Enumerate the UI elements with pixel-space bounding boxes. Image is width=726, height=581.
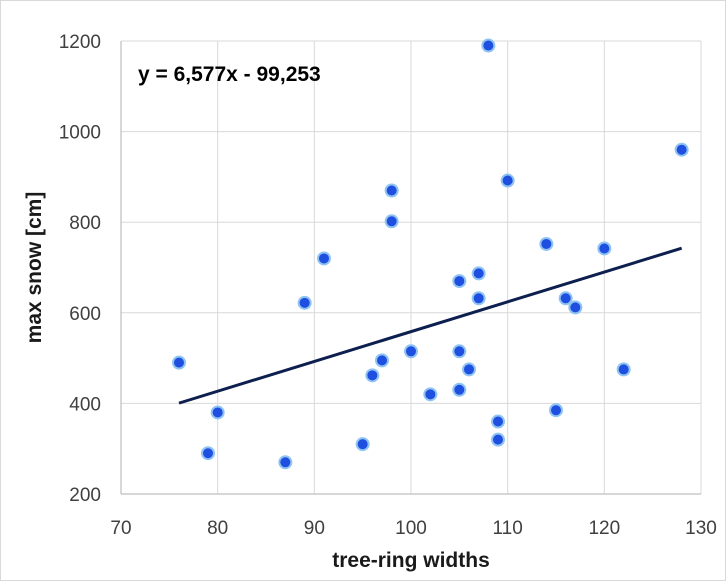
- data-point: [384, 183, 399, 198]
- data-point: [481, 38, 496, 53]
- data-point: [597, 241, 612, 256]
- data-point: [471, 291, 486, 306]
- y-tick-label: 1000: [59, 123, 101, 144]
- x-tick-label: 130: [685, 518, 717, 539]
- data-point: [452, 274, 467, 289]
- data-point: [616, 362, 631, 377]
- data-point: [375, 353, 389, 368]
- data-point: [491, 432, 505, 447]
- x-tick-labels: 70 80 90 100 110 120 130: [110, 518, 716, 539]
- data-point: [355, 437, 370, 452]
- data-point: [317, 251, 331, 266]
- y-axis-title: max snow [cm]: [23, 192, 46, 344]
- data-point: [278, 455, 293, 470]
- y-tick-labels: 200 400 600 800 1000 1200: [59, 32, 101, 506]
- data-point: [539, 236, 554, 251]
- data-point: [471, 266, 486, 281]
- data-point: [384, 214, 399, 229]
- data-point: [500, 173, 515, 188]
- trendline-group: [178, 246, 683, 405]
- trendline: [178, 246, 683, 405]
- data-point: [568, 300, 583, 315]
- data-point: [452, 382, 467, 397]
- axes: [120, 41, 701, 495]
- x-tick-label: 80: [207, 518, 228, 539]
- trendline-equation: y = 6,577x - 99,253: [138, 63, 321, 86]
- data-point: [423, 387, 438, 402]
- x-tick-label: 70: [110, 518, 131, 539]
- data-point: [210, 405, 225, 420]
- data-point: [558, 291, 573, 306]
- x-tick-label: 90: [304, 518, 325, 539]
- x-axis-title: tree-ring widths: [332, 549, 490, 572]
- data-point: [452, 344, 467, 359]
- data-point: [365, 368, 380, 383]
- y-tick-label: 600: [69, 304, 101, 325]
- data-point: [549, 403, 563, 418]
- data-point: [404, 344, 418, 359]
- y-tick-label: 1200: [59, 32, 101, 53]
- data-point: [297, 295, 312, 310]
- data-points: [172, 38, 689, 470]
- data-point: [674, 142, 689, 157]
- y-tick-label: 400: [69, 394, 101, 415]
- gridlines: [121, 40, 702, 494]
- data-point: [462, 362, 476, 377]
- data-point: [172, 355, 186, 370]
- x-tick-label: 110: [493, 518, 523, 539]
- x-tick-label: 100: [395, 518, 427, 539]
- y-tick-label: 200: [69, 485, 101, 506]
- data-point: [491, 414, 505, 429]
- y-tick-label: 800: [69, 213, 101, 234]
- x-tick-label: 120: [588, 518, 620, 539]
- data-point: [201, 446, 215, 461]
